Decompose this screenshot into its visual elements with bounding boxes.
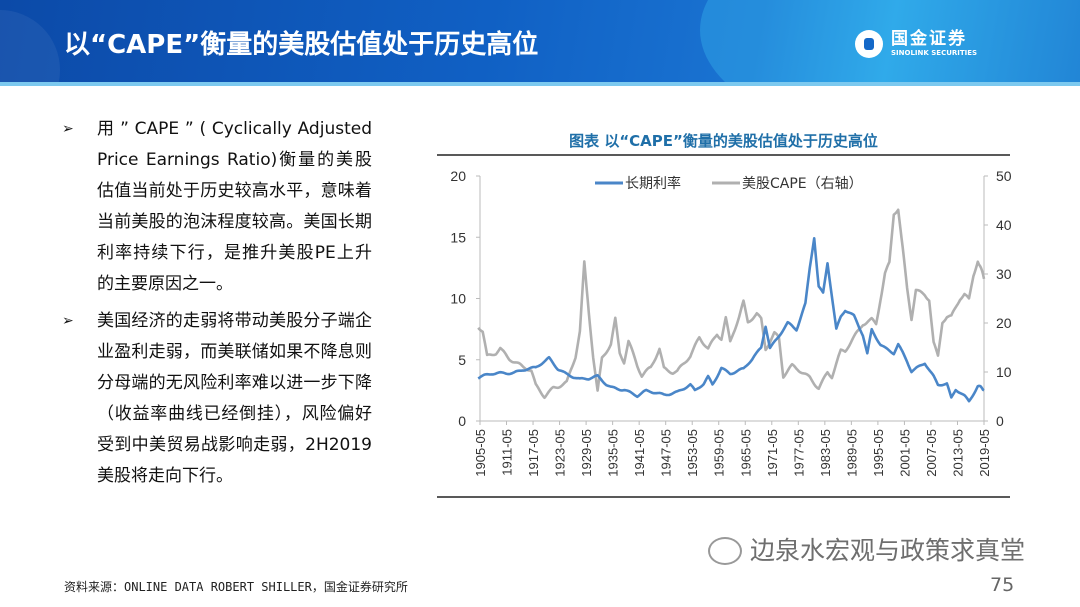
right-tick-label: 30 bbox=[996, 266, 1012, 282]
watermark: 边泉水宏观与政策求真堂 bbox=[708, 536, 1025, 566]
x-tick-label: 2019-05 bbox=[977, 429, 992, 477]
logo-icon bbox=[855, 30, 883, 58]
x-tick-label: 1983-05 bbox=[818, 429, 833, 477]
legend-label: 美股CAPE（右轴） bbox=[742, 176, 863, 192]
left-tick-label: 5 bbox=[458, 352, 466, 368]
arrow-bullet-icon: ➢ bbox=[62, 121, 74, 137]
x-tick-label: 1923-05 bbox=[553, 429, 568, 477]
right-tick-label: 50 bbox=[996, 168, 1012, 184]
x-tick-label: 1959-05 bbox=[712, 429, 727, 477]
chart-title: 图表 以“CAPE”衡量的美股估值处于历史高位 bbox=[569, 132, 878, 150]
bullet-text: 美国经济的走弱将带动美股分子端企业盈利走弱，而美联储如果不降息则分母端的无风险利… bbox=[97, 311, 372, 486]
bullet-item: ➢ 美国经济的走弱将带动美股分子端企业盈利走弱，而美联储如果不降息则分母端的无风… bbox=[62, 306, 372, 492]
x-tick-label: 1989-05 bbox=[844, 429, 859, 477]
arrow-bullet-icon: ➢ bbox=[62, 313, 74, 329]
left-tick-label: 20 bbox=[450, 168, 466, 184]
x-tick-label: 1917-05 bbox=[526, 429, 541, 477]
legend-label: 长期利率 bbox=[625, 175, 681, 192]
x-tick-label: 1929-05 bbox=[579, 429, 594, 477]
logo-en: SINOLINK SECURITIES bbox=[891, 49, 978, 57]
bullet-item: ➢ 用 ” CAPE ” ( Cyclically Adjusted Price… bbox=[62, 114, 372, 300]
left-tick-label: 0 bbox=[458, 413, 466, 429]
left-tick-label: 15 bbox=[450, 229, 466, 245]
x-tick-label: 1965-05 bbox=[738, 429, 753, 477]
right-tick-label: 0 bbox=[996, 413, 1004, 429]
right-tick-label: 40 bbox=[996, 217, 1012, 233]
x-tick-label: 2001-05 bbox=[897, 429, 912, 477]
x-tick-label: 2007-05 bbox=[924, 429, 939, 477]
header-decoration bbox=[700, 0, 1080, 82]
x-tick-label: 2013-05 bbox=[950, 429, 965, 477]
series-line-cape bbox=[477, 208, 986, 400]
bullet-list: ➢ 用 ” CAPE ” ( Cyclically Adjusted Price… bbox=[62, 114, 372, 498]
x-tick-label: 1953-05 bbox=[685, 429, 700, 477]
x-tick-label: 1995-05 bbox=[871, 429, 886, 477]
slide-header: 以“CAPE”衡量的美股估值处于历史高位 国金证券 SINOLINK SECUR… bbox=[0, 0, 1080, 82]
x-tick-label: 1941-05 bbox=[632, 429, 647, 477]
wechat-icon bbox=[708, 537, 742, 565]
source-note: 资料来源：ONLINE DATA ROBERT SHILLER，国金证券研究所 bbox=[64, 580, 408, 594]
page-number: 75 bbox=[990, 574, 1015, 596]
x-tick-label: 1947-05 bbox=[659, 429, 674, 477]
slide-title: 以“CAPE”衡量的美股估值处于历史高位 bbox=[64, 30, 539, 60]
series-line-long-term-rate bbox=[477, 237, 985, 403]
sinolink-logo: 国金证券 SINOLINK SECURITIES bbox=[855, 30, 977, 58]
watermark-text: 边泉水宏观与政策求真堂 bbox=[750, 536, 1026, 565]
logo-cn: 国金证券 bbox=[891, 29, 967, 49]
right-tick-label: 10 bbox=[996, 364, 1012, 380]
x-tick-label: 1977-05 bbox=[791, 429, 806, 477]
x-tick-label: 1911-05 bbox=[500, 429, 515, 476]
x-tick-label: 1905-05 bbox=[473, 429, 488, 477]
x-tick-label: 1971-05 bbox=[765, 429, 780, 477]
bullet-text: 用 ” CAPE ” ( Cyclically Adjusted Price E… bbox=[97, 119, 372, 294]
left-tick-label: 10 bbox=[450, 291, 466, 307]
x-tick-label: 1935-05 bbox=[606, 429, 621, 477]
right-tick-label: 20 bbox=[996, 315, 1012, 331]
header-divider bbox=[0, 82, 1080, 86]
